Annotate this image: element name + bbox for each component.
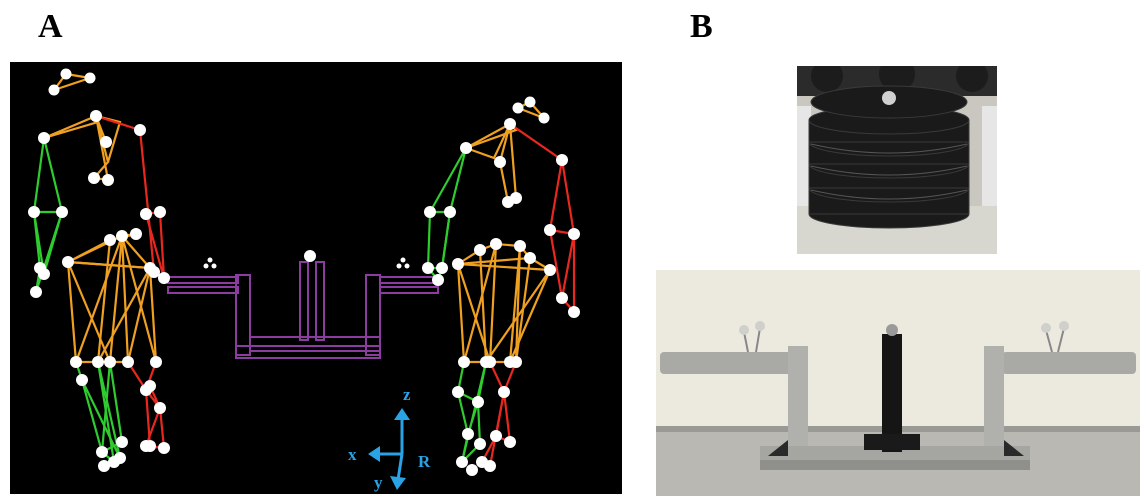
- axis-z-label: z: [403, 385, 411, 404]
- coordinate-axes: [368, 408, 410, 490]
- panel-label-a: A: [38, 8, 63, 45]
- skeleton-visualization: z x R y: [28, 68, 580, 492]
- axis-y-label: y: [374, 473, 383, 492]
- right-figure: [422, 96, 580, 476]
- bar-top-marker: [304, 250, 316, 262]
- motion-capture-panel: z x R y: [10, 62, 622, 494]
- axis-x-label: x: [348, 445, 357, 464]
- panel-label-b: B: [690, 8, 713, 45]
- axis-r-label: R: [418, 452, 431, 471]
- left-figure-markers: [28, 68, 170, 472]
- bar-apparatus-photo: [656, 270, 1140, 496]
- apparatus-frame: [167, 261, 439, 359]
- left-figure: [28, 68, 170, 472]
- hand-markers: [203, 257, 410, 269]
- weight-plates-photo: [797, 66, 997, 254]
- right-figure-markers: [422, 96, 580, 476]
